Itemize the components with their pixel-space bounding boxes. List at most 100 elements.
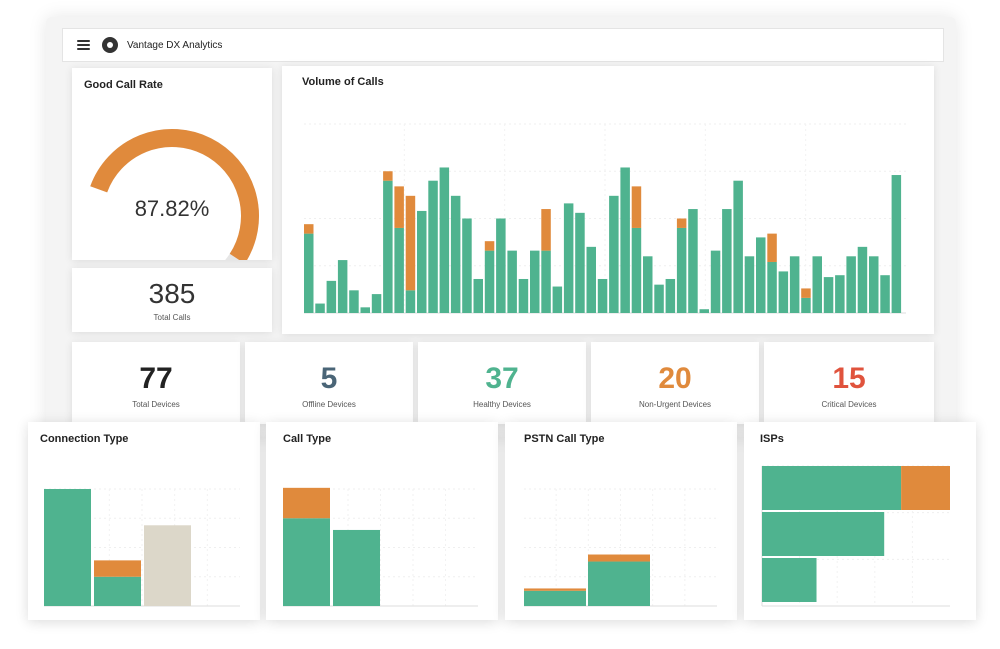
call-type-bar-main[interactable] <box>283 518 330 606</box>
volume-bar-main[interactable] <box>643 256 653 313</box>
connection-type-bar-stack[interactable] <box>144 525 191 606</box>
volume-bar-main[interactable] <box>857 246 868 313</box>
critical-devices-card[interactable]: 15 Critical Devices <box>764 342 934 424</box>
volume-bar-main[interactable] <box>552 286 563 313</box>
non-urgent-devices-label: Non-Urgent Devices <box>638 400 712 409</box>
volume-bar-main[interactable] <box>337 260 348 313</box>
volume-bar-main[interactable] <box>563 203 574 313</box>
volume-of-calls-chart <box>304 123 906 314</box>
volume-bar-main[interactable] <box>315 303 325 313</box>
volume-bar-main[interactable] <box>518 278 529 313</box>
volume-bar-stack[interactable] <box>484 241 495 251</box>
volume-bar-main[interactable] <box>597 278 608 313</box>
volume-bar-main[interactable] <box>654 284 664 313</box>
volume-bar-main[interactable] <box>676 227 687 313</box>
volume-bar-main[interactable] <box>586 246 597 313</box>
volume-bar-main[interactable] <box>631 227 642 313</box>
vantage-logo-icon <box>102 37 118 53</box>
volume-bar-main[interactable] <box>710 250 721 313</box>
volume-bar-main[interactable] <box>405 290 416 313</box>
volume-bar-main[interactable] <box>394 227 404 313</box>
volume-bar-main[interactable] <box>428 180 438 313</box>
volume-bar-main[interactable] <box>507 250 517 313</box>
healthy-devices-card[interactable]: 37 Healthy Devices <box>418 342 586 424</box>
isps-bar-main[interactable] <box>762 558 817 602</box>
volume-bar-main[interactable] <box>869 256 879 313</box>
total-devices-value: 77 <box>139 362 173 395</box>
call-type-chart <box>283 487 478 607</box>
connection-type-bar-stack[interactable] <box>94 560 141 577</box>
volume-bar-main[interactable] <box>417 210 427 313</box>
total-calls-value: 385 <box>148 278 196 309</box>
hamburger-menu-icon[interactable] <box>77 40 90 50</box>
total-calls-card: 385 Total Calls <box>72 268 272 332</box>
volume-bar-main[interactable] <box>812 256 823 313</box>
offline-devices-card[interactable]: 5 Offline Devices <box>245 342 413 424</box>
volume-bar-main[interactable] <box>371 294 382 313</box>
volume-bar-stack[interactable] <box>801 288 811 298</box>
isps-chart <box>761 465 950 607</box>
volume-bar-stack[interactable] <box>767 233 777 262</box>
volume-bar-main[interactable] <box>789 256 800 313</box>
volume-bar-main[interactable] <box>496 218 506 314</box>
good-call-rate-value: 87.82% <box>134 196 210 221</box>
volume-bar-main[interactable] <box>823 277 834 313</box>
volume-bar-main[interactable] <box>304 233 314 313</box>
call-type-bar-stack[interactable] <box>283 487 330 519</box>
volume-bar-main[interactable] <box>722 209 732 313</box>
volume-bar-main[interactable] <box>801 297 811 313</box>
connection-type-title: Connection Type <box>40 433 129 445</box>
call-type-bar-main[interactable] <box>333 529 380 606</box>
critical-devices-value: 15 <box>832 362 866 395</box>
volume-bar-main[interactable] <box>383 180 393 313</box>
volume-bar-main[interactable] <box>462 218 472 314</box>
volume-bar-main[interactable] <box>541 250 551 313</box>
volume-bar-main[interactable] <box>880 275 890 313</box>
volume-bar-stack[interactable] <box>405 195 416 291</box>
volume-bar-stack[interactable] <box>541 209 551 251</box>
pstn-call-type-bar-main[interactable] <box>524 590 586 606</box>
volume-bar-stack[interactable] <box>394 186 404 228</box>
volume-bar-main[interactable] <box>609 195 619 313</box>
volume-bar-main[interactable] <box>360 307 371 313</box>
volume-bar-main[interactable] <box>349 290 359 313</box>
volume-bar-main[interactable] <box>326 280 337 313</box>
top-bar: Vantage DX Analytics <box>62 28 944 62</box>
connection-type-bar-main[interactable] <box>94 576 141 606</box>
pstn-call-type-bar-main[interactable] <box>588 561 650 606</box>
volume-bar-stack[interactable] <box>676 218 687 228</box>
volume-bar-main[interactable] <box>778 271 789 313</box>
call-type-card: Call Type <box>266 422 498 620</box>
volume-bar-main[interactable] <box>846 256 856 313</box>
non-urgent-devices-card[interactable]: 20 Non-Urgent Devices <box>591 342 759 424</box>
total-devices-card[interactable]: 77 Total Devices <box>72 342 240 424</box>
volume-bar-stack[interactable] <box>304 224 314 234</box>
isps-bar-stack[interactable] <box>901 466 950 510</box>
connection-type-bar-main[interactable] <box>44 489 91 606</box>
volume-bar-main[interactable] <box>439 167 450 313</box>
isps-title: ISPs <box>760 433 784 445</box>
volume-bar-main[interactable] <box>756 237 766 313</box>
volume-bar-main[interactable] <box>699 309 710 313</box>
pstn-call-type-bar-stack[interactable] <box>588 554 650 562</box>
volume-bar-main[interactable] <box>688 209 698 313</box>
isps-bar-main[interactable] <box>762 466 902 510</box>
volume-bar-main[interactable] <box>744 256 755 313</box>
volume-bar-main[interactable] <box>835 275 845 313</box>
volume-bar-stack[interactable] <box>631 186 642 228</box>
volume-bar-main[interactable] <box>767 261 777 313</box>
volume-bar-main[interactable] <box>620 167 630 313</box>
volume-bar-main[interactable] <box>484 250 495 313</box>
volume-bar-main[interactable] <box>530 250 540 313</box>
isps-bar-main[interactable] <box>762 512 885 556</box>
volume-bar-main[interactable] <box>575 212 585 313</box>
volume-bar-main[interactable] <box>450 195 461 313</box>
app-title: Vantage DX Analytics <box>127 39 223 51</box>
volume-bar-main[interactable] <box>891 175 902 313</box>
volume-bar-main[interactable] <box>473 278 484 313</box>
volume-bar-main[interactable] <box>665 278 676 313</box>
pstn-call-type-bar-stack[interactable] <box>524 588 586 591</box>
gauge-fill <box>90 129 259 260</box>
volume-bar-stack[interactable] <box>383 171 393 181</box>
volume-bar-main[interactable] <box>733 180 743 313</box>
